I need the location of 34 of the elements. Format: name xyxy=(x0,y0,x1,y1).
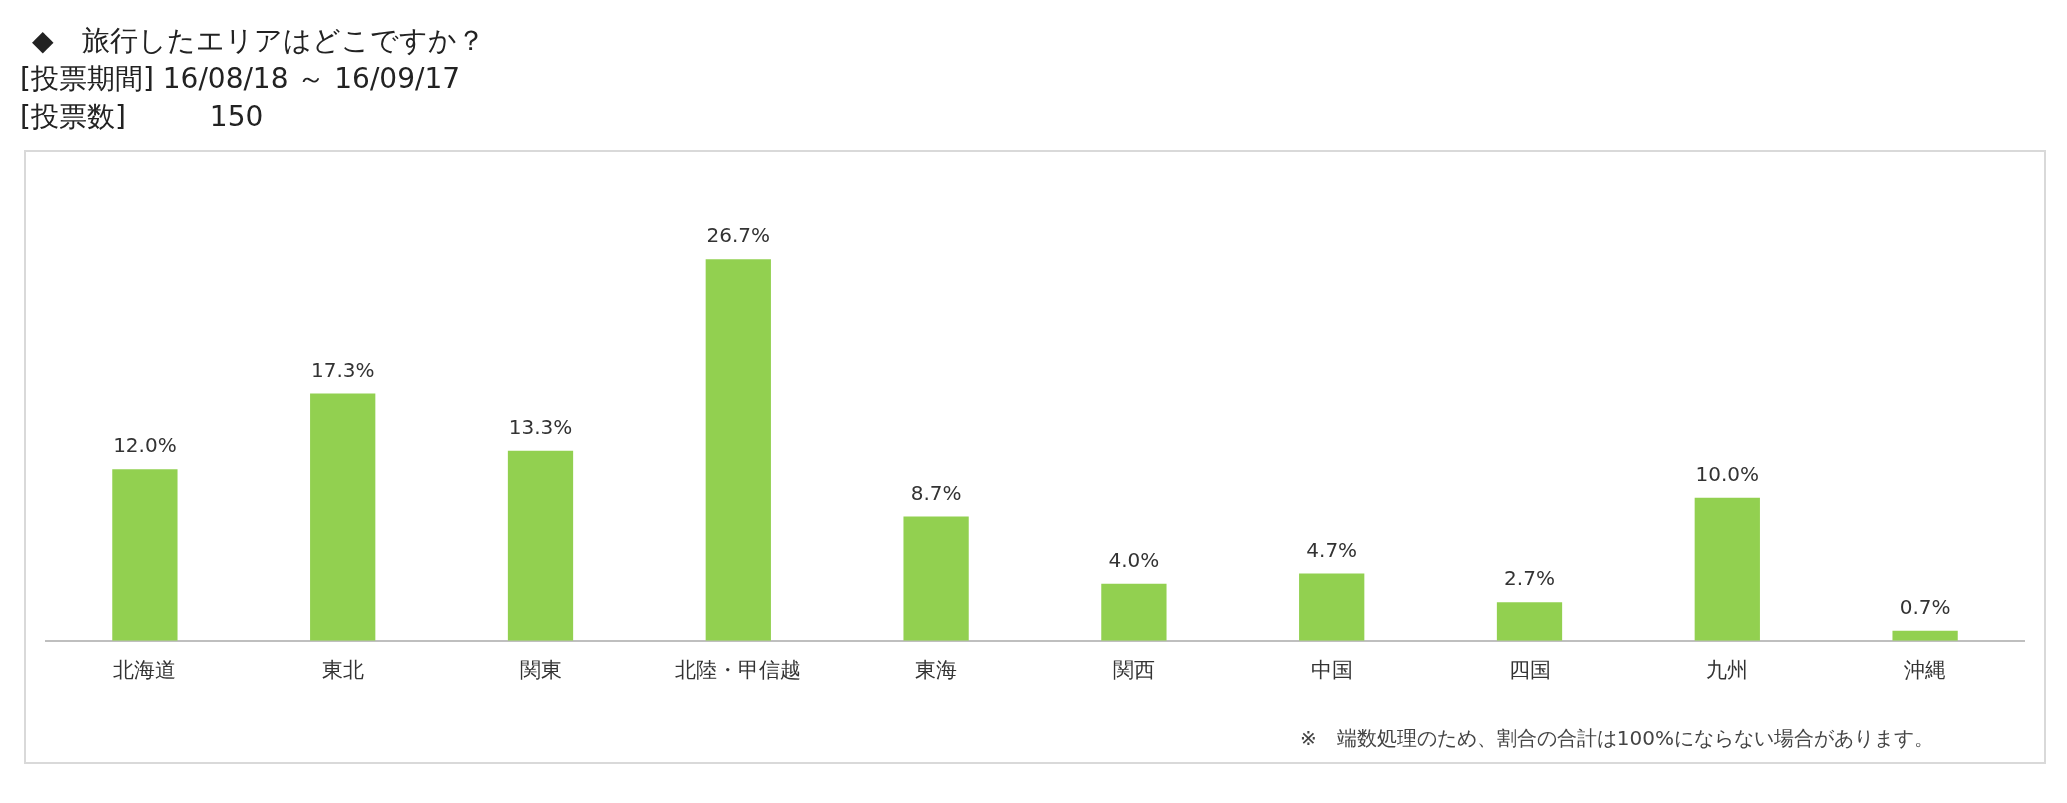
data-label: 0.7% xyxy=(1899,595,1951,619)
data-label: 26.7% xyxy=(706,223,771,248)
data-label: 4.0% xyxy=(1108,547,1160,572)
data-label: 4.7% xyxy=(1306,537,1358,562)
text: [投票数] 150 xyxy=(20,99,265,135)
data-label: 2.7% xyxy=(1504,566,1555,591)
bar xyxy=(705,259,771,641)
x-tick-label: 関東 xyxy=(519,657,562,682)
data-label: 8.7% xyxy=(910,480,962,505)
text: ※ 端数処理のため、割合の合計は100%にならない場合があります。 xyxy=(1300,725,1934,752)
data-label: 12.0% xyxy=(113,433,177,458)
bar xyxy=(1496,602,1563,641)
chart-title: ◆ 旅行したエリアはどこですか？ xyxy=(32,23,486,59)
bar xyxy=(1299,573,1365,641)
bar xyxy=(903,516,969,641)
data-label: 10.0% xyxy=(1695,462,1760,487)
bar xyxy=(507,450,574,641)
x-tick-label: 中国 xyxy=(1310,657,1353,682)
bar xyxy=(1892,630,1958,641)
data-label: 17.3% xyxy=(310,357,375,382)
data-label: 13.3% xyxy=(508,414,573,439)
bar xyxy=(310,393,376,641)
x-tick-label: 四国 xyxy=(1508,657,1551,682)
bar xyxy=(112,469,178,641)
x-tick-label: 関西 xyxy=(1112,657,1155,682)
x-tick-label: 東海 xyxy=(915,657,958,682)
x-tick-label: 東北 xyxy=(321,657,364,682)
x-tick-label: 沖縄 xyxy=(1904,657,1947,682)
bar xyxy=(1101,583,1167,641)
bar xyxy=(1694,497,1760,641)
x-tick-label: 北陸・甲信越 xyxy=(675,657,802,682)
x-tick-label: 北海道 xyxy=(113,657,177,682)
chart-subtitle: [投票期間] 16/08/18 ～ 16/09/17 xyxy=(20,61,462,97)
x-tick-label: 九州 xyxy=(1706,657,1749,682)
